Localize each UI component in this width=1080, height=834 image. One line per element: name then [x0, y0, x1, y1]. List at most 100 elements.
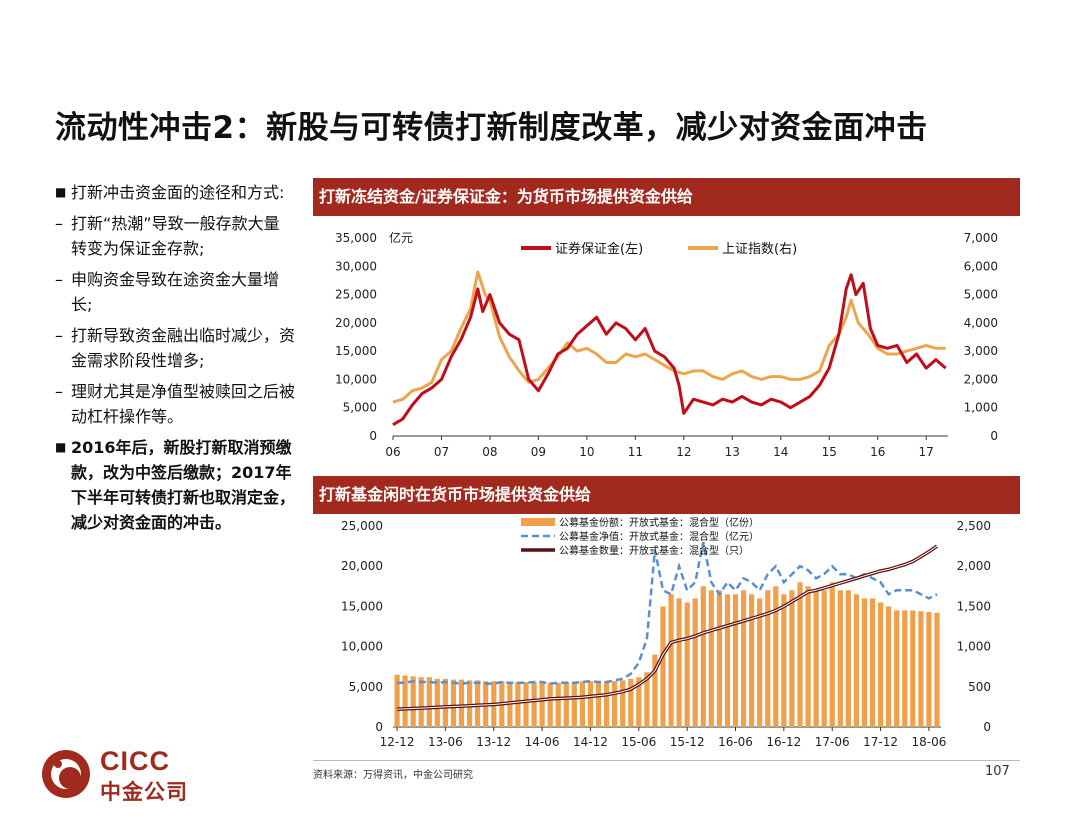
x-tick-label: 15-06	[621, 735, 656, 749]
page-number: 107	[985, 764, 1010, 779]
chart2-mixed-fund: 0 5,000 10,000 15,000 20,000 25,000 0 500 1,000 1…	[341, 516, 991, 749]
legend-label: 公募基金数量：开放式基金：混合型（只）	[559, 544, 749, 557]
bullet-marker: –	[55, 270, 63, 289]
x-tick-label: 17-12	[863, 735, 898, 749]
bar-fund-shares	[886, 606, 892, 727]
bar-fund-shares	[410, 676, 416, 727]
bar-fund-shares	[628, 678, 634, 727]
bar-fund-shares	[612, 681, 618, 727]
bullet-text: 申购资金导致在途资金大量增长;	[71, 270, 280, 314]
bar-fund-shares	[845, 590, 851, 727]
bar-fund-shares	[821, 590, 827, 727]
cicc-logo-mark-icon	[42, 750, 90, 798]
y-right-tick-label: 1,500	[957, 599, 991, 613]
y-left-tick-label: 25,000	[335, 288, 377, 302]
x-tick-label: 11	[628, 445, 643, 459]
bullet-list: ■ 打新冲击资金面的途径和方式: – 打新“热潮”导致一般存款大量转变为保证金存款; –…	[55, 180, 295, 541]
bar-fund-shares	[918, 611, 924, 727]
legend-swatch	[521, 518, 555, 526]
x-tick-label: 13-06	[428, 735, 463, 749]
bar-fund-shares	[894, 610, 900, 727]
bar-fund-shares	[765, 590, 771, 727]
legend-label: 上证指数(右)	[722, 242, 797, 257]
series-index-line	[392, 270, 946, 404]
bullet-text: 理财尤其是净值型被赎回之后被动杠杆操作等。	[71, 382, 296, 426]
bullet-marker: –	[55, 214, 63, 233]
logo-text-en: CICC	[100, 746, 170, 776]
bullet-marker: ■	[55, 185, 67, 199]
bar-fund-shares	[749, 594, 755, 727]
y-right-tick-label: 7,000	[964, 231, 998, 245]
bar-fund-shares	[700, 586, 706, 727]
y-left-tick-label: 10,000	[335, 372, 377, 386]
x-tick-label: 18-06	[911, 735, 946, 749]
bar-fund-shares	[402, 675, 408, 727]
bar-fund-shares	[563, 682, 569, 727]
bar-fund-shares	[676, 598, 682, 727]
bullet-text: 打新冲击资金面的途径和方式:	[71, 183, 285, 202]
bar-fund-shares	[595, 681, 602, 727]
series-nav-line	[397, 541, 938, 685]
y-left-tick-label: 5,000	[343, 401, 377, 415]
legend-label: 公募基金份额：开放式基金：混合型（亿份）	[559, 516, 759, 529]
bullet-marker: ■	[55, 440, 67, 454]
bar-fund-shares	[515, 682, 521, 727]
x-tick-label: 13-12	[476, 735, 511, 749]
bar-fund-shares	[523, 682, 529, 727]
bullet-item: ■ 2016年后，新股打新取消预缴款，改为中签后缴款；2017年下半年可转债打新也…	[55, 435, 295, 535]
bullet-marker: –	[55, 382, 63, 401]
legend-label: 证券保证金(左)	[555, 241, 643, 257]
unit-label: 亿元	[389, 230, 413, 245]
x-tick-label: 07	[434, 445, 449, 459]
bar-fund-shares	[878, 602, 884, 727]
bar-fund-shares	[620, 680, 626, 727]
bar-fund-shares	[426, 677, 432, 727]
y-left-tick-label: 0	[369, 429, 377, 443]
x-tick-label: 09	[531, 445, 546, 459]
bullet-text: 打新导致资金融出临时减少，资金需求阶段性增多;	[71, 326, 296, 370]
page-title: 流动性冲击2：新股与可转债打新制度改革，减少对资金面冲击	[55, 110, 928, 146]
bullet-item: – 打新导致资金融出临时减少，资金需求阶段性增多;	[55, 323, 295, 373]
bar-fund-shares	[837, 590, 843, 727]
y-right-tick-label: 0	[983, 720, 991, 734]
bar-fund-shares	[458, 679, 465, 727]
bullet-text: 打新“热潮”导致一般存款大量转变为保证金存款;	[71, 214, 280, 258]
bar-fund-shares	[757, 598, 763, 727]
x-tick-label: 14	[773, 445, 788, 459]
bar-fund-shares	[902, 610, 908, 727]
bar-fund-shares	[434, 678, 440, 727]
bar-fund-shares	[692, 598, 698, 727]
chart1-title-bar: 打新冻结资金/证券保证金：为货币市场提供资金供给	[313, 178, 1020, 216]
bar-fund-shares	[724, 594, 731, 727]
x-tick-label: 16-06	[718, 735, 753, 749]
y-right-tick-label: 2,000	[957, 559, 991, 573]
divider	[313, 760, 1020, 761]
bar-fund-shares	[636, 677, 642, 727]
y-right-tick-label: 2,000	[964, 372, 998, 386]
x-tick-label: 08	[482, 445, 497, 459]
x-tick-label: 15	[822, 445, 837, 459]
cicc-logo: CICC 中金公司	[40, 746, 210, 808]
bar-fund-shares	[531, 682, 537, 727]
bar-fund-shares	[853, 594, 859, 727]
bar-fund-shares	[781, 594, 787, 727]
y-left-tick-label: 10,000	[341, 640, 383, 654]
bar-fund-shares	[587, 681, 594, 727]
bar-fund-shares	[652, 654, 658, 727]
bar-fund-shares	[716, 590, 722, 727]
x-tick-label: 12-12	[380, 735, 415, 749]
y-right-tick-label: 5,000	[964, 288, 998, 302]
bar-fund-shares	[789, 590, 795, 727]
x-tick-label: 17-06	[815, 735, 850, 749]
x-tick-label: 10	[579, 445, 594, 459]
y-left-tick-label: 5,000	[349, 680, 383, 694]
x-tick-label: 16-12	[766, 735, 801, 749]
bar-fund-shares	[604, 681, 610, 727]
bar-fund-shares	[926, 612, 932, 727]
bar-fund-shares	[467, 680, 473, 727]
bar-fund-shares	[668, 594, 674, 727]
y-left-tick-label: 35,000	[335, 231, 377, 245]
x-tick-label: 13	[725, 445, 740, 459]
y-right-tick-label: 1,000	[964, 401, 998, 415]
x-tick-label: 17	[919, 445, 934, 459]
